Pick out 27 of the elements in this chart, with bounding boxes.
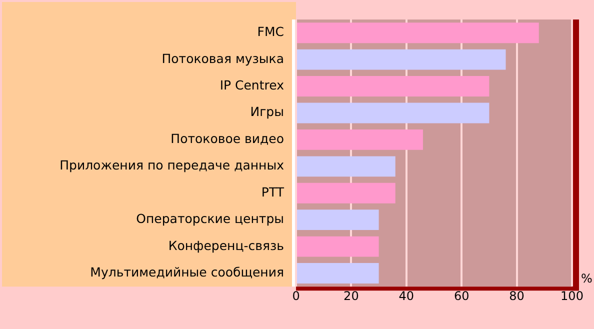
- x-tick-label: 0: [292, 288, 300, 303]
- y-tick-label: PTT: [261, 184, 284, 200]
- x-tick-label: 20: [344, 288, 359, 303]
- bar: [297, 156, 396, 177]
- y-tick-label: Игры: [250, 104, 284, 120]
- bar: [297, 263, 379, 284]
- bar: [297, 102, 490, 124]
- x-tick-label: 40: [398, 288, 414, 303]
- y-tick-label: Потоковое видео: [170, 130, 284, 146]
- bar: [297, 129, 423, 150]
- bar: [297, 236, 379, 257]
- bar: [297, 49, 506, 70]
- y-tick-label: FMC: [257, 24, 284, 40]
- bar: [297, 182, 396, 204]
- y-tick-label: IP Centrex: [220, 78, 284, 93]
- x-tick-label: 60: [454, 288, 470, 303]
- y-tick-label: Потоковая музыка: [162, 50, 284, 66]
- y-tick-label: Приложения по передаче данных: [60, 158, 284, 173]
- y-tick-label: Мультимедийные сообщения: [90, 264, 284, 280]
- bar: [297, 22, 539, 44]
- x-tick-label: 100: [560, 288, 584, 303]
- bar: [297, 210, 379, 230]
- x-tick-label: 80: [509, 288, 524, 303]
- y-tick-label: Операторские центры: [136, 211, 284, 226]
- x-axis-title: %: [581, 272, 592, 286]
- y-tick-label: Конференц-связь: [168, 238, 284, 253]
- bar: [297, 76, 490, 96]
